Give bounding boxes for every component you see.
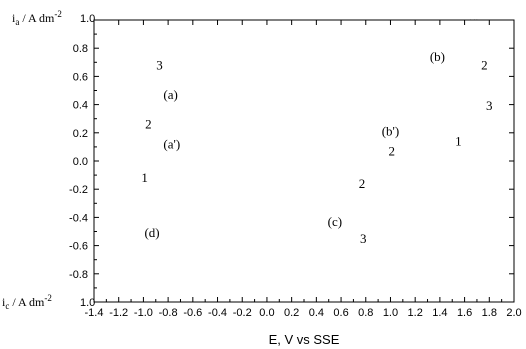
- y-tick-label: -0.4: [69, 212, 88, 224]
- annotation-label: (b): [430, 49, 445, 64]
- y-tick-label: 0.8: [73, 43, 88, 55]
- annotation-label: 2: [481, 57, 488, 72]
- annotation-label: 2: [388, 143, 395, 158]
- x-tick-label: 0.6: [333, 307, 348, 319]
- annotation-label: 3: [156, 57, 163, 72]
- x-tick-label: -0.6: [183, 307, 202, 319]
- annotation-label: (a'): [163, 136, 180, 151]
- y-tick-label: 0.0: [73, 156, 88, 168]
- x-tick-label: -1.0: [134, 307, 153, 319]
- annotation-label: 1: [455, 133, 462, 148]
- tick-marks: [93, 20, 515, 302]
- annotation-label: 3: [486, 98, 493, 113]
- x-tick-label: -0.8: [159, 307, 178, 319]
- x-tick-label: -0.2: [233, 307, 252, 319]
- x-tick-label: 0.0: [259, 307, 274, 319]
- y-axis-title-top: ia / A dm-2: [12, 9, 62, 27]
- annotations: 3 (a) 2 (a') 1 (d) (b) 2 3 1 (b') 2 2 (c) 3: [141, 49, 492, 246]
- x-tick-label: -0.4: [208, 307, 227, 319]
- annotation-label: 2: [359, 176, 366, 191]
- x-tick-label: 1.2: [408, 307, 423, 319]
- annotation-label: (a): [163, 87, 177, 102]
- x-tick-label: 0.8: [358, 307, 373, 319]
- annotation-label: (b'): [382, 124, 400, 139]
- y-bottom-value: 1.0: [80, 297, 95, 309]
- x-tick-label: 1.0: [383, 307, 398, 319]
- x-tick-label: 0.2: [284, 307, 299, 319]
- annotation-label: (d): [144, 225, 159, 240]
- y-tick-label: 0.6: [73, 71, 88, 83]
- y-tick-label: 0.4: [73, 100, 88, 112]
- y-tick-label: -0.6: [69, 241, 88, 253]
- y-axis-title-bottom: ic / A dm-2: [2, 293, 52, 311]
- y-tick-label: 0.2: [73, 128, 88, 140]
- tick-labels: -1.4 -1.2 -1.0 -0.8 -0.6 -0.4 -0.2 0.0 0.2 0.4 0.6…: [69, 43, 522, 319]
- x-axis-title: E, V vs SSE: [269, 332, 340, 347]
- x-tick-label: 1.4: [432, 307, 447, 319]
- annotation-label: 2: [145, 117, 152, 132]
- y-tick-label: -0.8: [69, 269, 88, 281]
- annotation-label: 1: [141, 170, 148, 185]
- annotation-label: (c): [328, 214, 342, 229]
- x-tick-label: 1.8: [482, 307, 497, 319]
- x-tick-label: 1.6: [457, 307, 472, 319]
- y-top-value: 1.0: [80, 13, 95, 25]
- x-tick-label: 2.0: [506, 307, 521, 319]
- x-tick-label: -1.2: [109, 307, 128, 319]
- annotation-label: 3: [360, 231, 367, 246]
- x-tick-label: 0.4: [309, 307, 324, 319]
- x-tick-label: -1.4: [85, 307, 104, 319]
- y-tick-label: -0.2: [69, 184, 88, 196]
